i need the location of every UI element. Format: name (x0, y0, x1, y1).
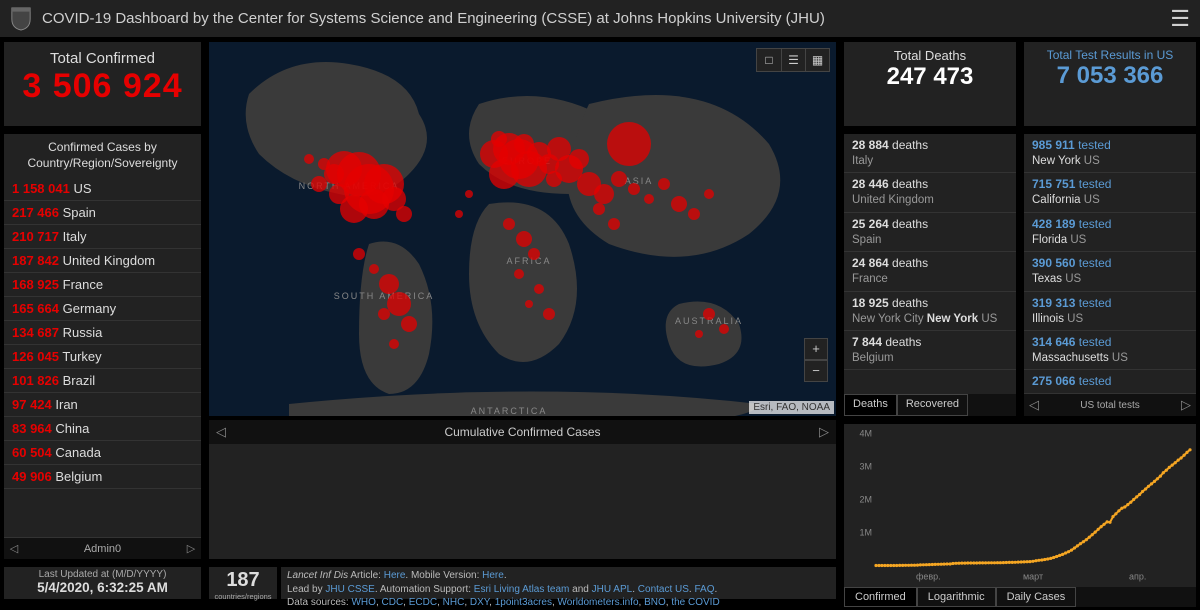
svg-text:3M: 3M (859, 462, 872, 472)
country-row[interactable]: 217 466 Spain (4, 201, 201, 225)
country-row[interactable]: 97 424 Iran (4, 393, 201, 417)
chart-tab-confirmed[interactable]: Confirmed (844, 587, 917, 607)
total-deaths-label: Total Deaths (844, 48, 1016, 63)
map-tab-next-arrow-icon[interactable]: ▷ (812, 424, 836, 440)
country-row[interactable]: 49 906 Belgium (4, 465, 201, 489)
hamburger-menu-icon[interactable]: ☰ (1170, 6, 1190, 32)
svg-text:март: март (1023, 572, 1043, 582)
test-row[interactable]: 275 066 tested (1024, 370, 1196, 394)
header-bar: COVID-19 Dashboard by the Center for Sys… (0, 0, 1200, 38)
region-count-label: countries/regions (209, 592, 277, 601)
deaths-list-rows[interactable]: 28 884 deathsItaly28 446 deathsUnited Ki… (844, 134, 1016, 370)
timeseries-chart: 1M 2M 3M 4M февр. март апр. (844, 424, 1196, 587)
jhu-shield-icon (10, 6, 32, 32)
test-row[interactable]: 985 911 testedNew York US (1024, 134, 1196, 173)
last-updated-label: Last Updated at (M/D/YYYY) (4, 569, 201, 580)
total-tests-panel: Total Test Results in US 7 053 366 (1020, 38, 1200, 130)
map-tab-label[interactable]: Cumulative Confirmed Cases (233, 425, 812, 439)
death-row[interactable]: 24 864 deathsFrance (844, 252, 1016, 291)
total-tests-label: Total Test Results in US (1024, 48, 1196, 62)
svg-text:февр.: февр. (916, 572, 941, 582)
country-list-panel: Confirmed Cases by Country/Region/Sovere… (0, 130, 205, 563)
country-row[interactable]: 1 158 041 US (4, 177, 201, 201)
svg-text:ASIA: ASIA (625, 176, 654, 186)
chart-panel: 1M2M3M4Mфевр.мартапр. ConfirmedLogarithm… (840, 420, 1200, 603)
world-map[interactable]: NORTH AMERICASOUTH AMERICAEUROPEAFRICAAS… (209, 42, 836, 416)
total-deaths-value: 247 473 (844, 63, 1016, 91)
country-row[interactable]: 210 717 Italy (4, 225, 201, 249)
chart-tab-daily-cases[interactable]: Daily Cases (996, 587, 1077, 607)
death-row[interactable]: 18 925 deathsNew York City New York US (844, 292, 1016, 331)
tests-list-rows[interactable]: 985 911 testedNew York US715 751 testedC… (1024, 134, 1196, 394)
list-view-icon[interactable]: ☰ (781, 49, 805, 71)
region-count-value: 187 (209, 569, 277, 592)
dashboard-title: COVID-19 Dashboard by the Center for Sys… (42, 10, 1160, 27)
death-row[interactable]: 7 844 deathsBelgium (844, 331, 1016, 370)
tests-next-arrow-icon[interactable]: ▷ (1176, 397, 1196, 413)
country-row[interactable]: 187 842 United Kingdom (4, 249, 201, 273)
country-row[interactable]: 60 504 Canada (4, 441, 201, 465)
total-confirmed-panel: Total Confirmed 3 506 924 (0, 38, 205, 130)
country-row[interactable]: 83 964 China (4, 417, 201, 441)
test-row[interactable]: 428 189 testedFlorida US (1024, 213, 1196, 252)
map-tab-strip: ◁ Cumulative Confirmed Cases ▷ (205, 420, 840, 563)
tests-prev-arrow-icon[interactable]: ◁ (1024, 397, 1044, 413)
test-row[interactable]: 390 560 testedTexas US (1024, 252, 1196, 291)
svg-text:1M: 1M (859, 528, 872, 538)
grid-view-icon[interactable]: ▦ (805, 49, 829, 71)
svg-text:4M: 4M (859, 429, 872, 439)
tests-tab-bar: ◁ US total tests ▷ (1024, 394, 1196, 416)
svg-text:AFRICA: AFRICA (506, 256, 551, 266)
test-row[interactable]: 715 751 testedCalifornia US (1024, 173, 1196, 212)
death-row[interactable]: 25 264 deathsSpain (844, 213, 1016, 252)
country-list-header: Confirmed Cases by Country/Region/Sovere… (4, 134, 201, 177)
last-updated-panel: Last Updated at (M/D/YYYY) 5/4/2020, 6:3… (0, 563, 205, 603)
total-confirmed-label: Total Confirmed (4, 50, 201, 67)
chart-area[interactable]: 1M 2M 3M 4M февр. март апр. (844, 424, 1196, 587)
map-tab-prev-arrow-icon[interactable]: ◁ (209, 424, 233, 440)
svg-text:ANTARCTICA: ANTARCTICA (471, 406, 548, 416)
country-row[interactable]: 101 826 Brazil (4, 369, 201, 393)
zoom-out-button[interactable]: − (804, 360, 828, 382)
footer-panel: 187 countries/regions Lancet Inf Dis Art… (205, 563, 840, 603)
country-row[interactable]: 168 925 France (4, 273, 201, 297)
tests-list-panel: 985 911 testedNew York US715 751 testedC… (1020, 130, 1200, 420)
chart-tab-logarithmic[interactable]: Logarithmic (917, 587, 996, 607)
map-zoom-controls: + − (804, 338, 828, 382)
map-attribution: Esri, FAO, NOAA (749, 401, 834, 414)
svg-text:2M: 2M (859, 495, 872, 505)
country-row[interactable]: 126 045 Turkey (4, 345, 201, 369)
test-row[interactable]: 314 646 testedMassachusetts US (1024, 331, 1196, 370)
death-row[interactable]: 28 446 deathsUnited Kingdom (844, 173, 1016, 212)
bookmark-icon[interactable]: □ (757, 49, 781, 71)
test-row[interactable]: 319 313 testedIllinois US (1024, 292, 1196, 331)
country-list-rows[interactable]: 1 158 041 US217 466 Spain210 717 Italy18… (4, 177, 201, 537)
deaths-tab-deaths[interactable]: Deaths (844, 394, 897, 416)
map-view-controls: □ ☰ ▦ (756, 48, 830, 72)
admin-tab-bar: ◁ Admin0 ▷ (4, 537, 201, 559)
deaths-tabs: DeathsRecovered (844, 394, 1016, 416)
zoom-in-button[interactable]: + (804, 338, 828, 360)
deaths-list-panel: 28 884 deathsItaly28 446 deathsUnited Ki… (840, 130, 1020, 420)
total-tests-value: 7 053 366 (1024, 62, 1196, 90)
data-sources-text: Lancet Inf Dis Article: Here. Mobile Ver… (281, 567, 836, 599)
chart-tabs: ConfirmedLogarithmicDaily Cases (844, 587, 1196, 607)
map-panel[interactable]: NORTH AMERICASOUTH AMERICAEUROPEAFRICAAS… (205, 38, 840, 420)
country-row[interactable]: 165 664 Germany (4, 297, 201, 321)
svg-text:апр.: апр. (1129, 572, 1146, 582)
death-row[interactable]: 28 884 deathsItaly (844, 134, 1016, 173)
total-deaths-panel: Total Deaths 247 473 (840, 38, 1020, 130)
region-count-box: 187 countries/regions (209, 567, 281, 599)
deaths-tab-recovered[interactable]: Recovered (897, 394, 968, 416)
admin-next-arrow-icon[interactable]: ▷ (181, 542, 201, 555)
admin-prev-arrow-icon[interactable]: ◁ (4, 542, 24, 555)
tests-tab-label[interactable]: US total tests (1044, 400, 1176, 411)
admin-tab-label[interactable]: Admin0 (24, 543, 181, 555)
country-row[interactable]: 134 687 Russia (4, 321, 201, 345)
last-updated-value: 5/4/2020, 6:32:25 AM (4, 580, 201, 595)
total-confirmed-value: 3 506 924 (4, 67, 201, 106)
